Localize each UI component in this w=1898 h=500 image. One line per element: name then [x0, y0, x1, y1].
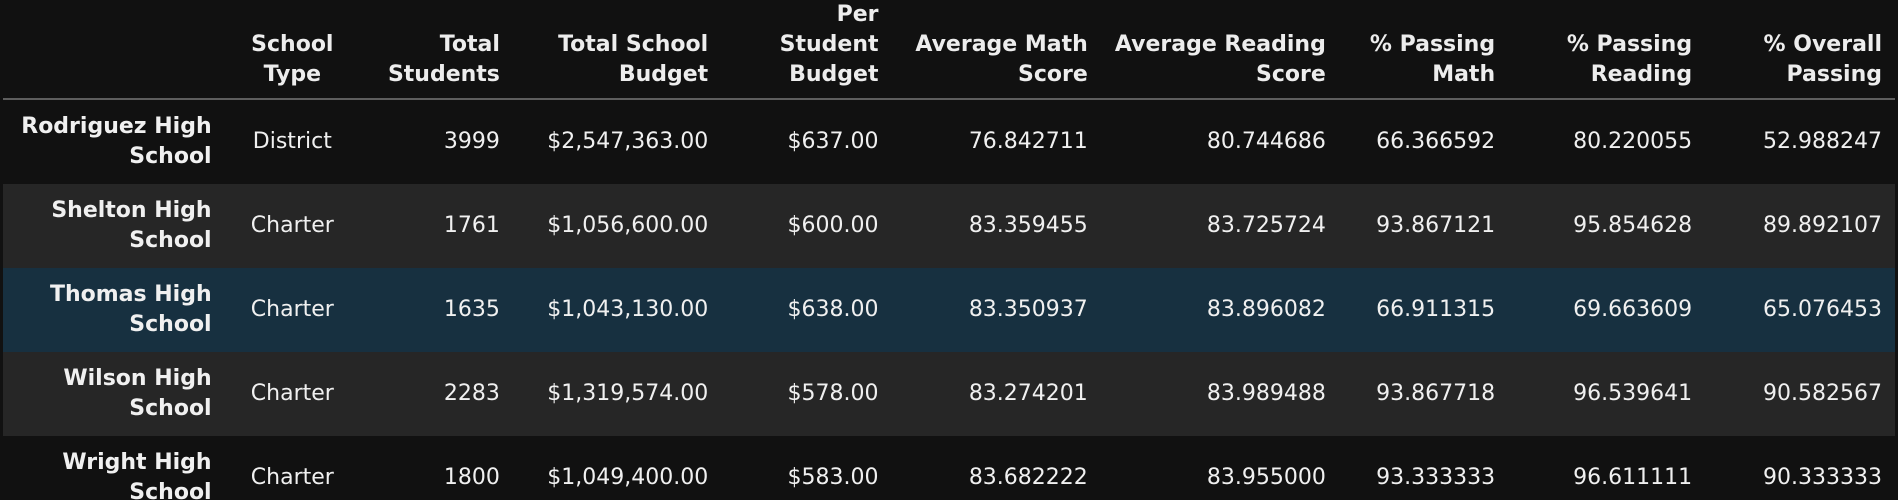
avg-reading-score-cell: 83.725724 [1206, 213, 1326, 238]
per-student-budget-cell: $637.00 [787, 129, 879, 154]
passing-reading-cell: 95.854628 [1573, 213, 1693, 238]
total-budget-cell: $1,056,600.00 [547, 213, 709, 238]
column-header-percent-passing-reading: % Passing Reading [1508, 0, 1706, 99]
index-column-header [3, 0, 225, 99]
row-index-label: Shelton High School [51, 198, 212, 253]
per-student-budget-cell: $583.00 [787, 465, 879, 490]
table-row: Shelton High School Charter 1761 $1,056,… [3, 184, 1895, 268]
school-summary-table: School Type Total Students Total School … [3, 0, 1895, 500]
per-student-budget-cell: $638.00 [787, 297, 879, 322]
column-header-average-reading-score: Average Reading Score [1100, 0, 1339, 99]
school-type-cell: Charter [250, 213, 334, 238]
table-row: Rodriguez High School District 3999 $2,5… [3, 99, 1895, 184]
avg-reading-score-cell: 83.955000 [1206, 465, 1326, 490]
column-header-average-math-score: Average Math Score [891, 0, 1101, 99]
row-index-label: Wilson High School [63, 366, 212, 421]
header-row: School Type Total Students Total School … [3, 0, 1895, 99]
overall-passing-cell: 65.076453 [1763, 297, 1882, 322]
school-type-cell: District [252, 129, 332, 154]
school-type-cell: Charter [250, 381, 334, 406]
total-students-cell: 1761 [443, 213, 500, 238]
total-budget-cell: $2,547,363.00 [547, 129, 709, 154]
avg-reading-score-cell: 83.989488 [1206, 381, 1326, 406]
passing-math-cell: 66.911315 [1376, 297, 1496, 322]
avg-math-score-cell: 76.842711 [968, 129, 1088, 154]
per-student-budget-cell: $600.00 [787, 213, 879, 238]
passing-math-cell: 66.366592 [1376, 129, 1496, 154]
table-body: Rodriguez High School District 3999 $2,5… [3, 99, 1895, 500]
column-header-school-type: School Type [224, 0, 361, 99]
school-type-cell: Charter [250, 465, 334, 490]
avg-math-score-cell: 83.350937 [968, 297, 1088, 322]
table-row-highlighted: Thomas High School Charter 1635 $1,043,1… [3, 268, 1895, 352]
total-budget-cell: $1,319,574.00 [547, 381, 709, 406]
passing-math-cell: 93.867718 [1376, 381, 1496, 406]
table-row: Wilson High School Charter 2283 $1,319,5… [3, 352, 1895, 436]
column-header-per-student-budget: Per Student Budget [721, 0, 892, 99]
row-index-label: Wright High School [62, 450, 212, 500]
total-students-cell: 3999 [443, 129, 500, 154]
column-header-percent-overall-passing: % Overall Passing [1705, 0, 1895, 99]
column-header-percent-passing-math: % Passing Math [1338, 0, 1509, 99]
passing-math-cell: 93.333333 [1376, 465, 1496, 490]
overall-passing-cell: 52.988247 [1763, 129, 1882, 154]
passing-reading-cell: 96.539641 [1573, 381, 1693, 406]
table-header: School Type Total Students Total School … [3, 0, 1895, 99]
school-type-cell: Charter [250, 297, 334, 322]
table-row: Wright High School Charter 1800 $1,049,4… [3, 436, 1895, 500]
total-students-cell: 2283 [443, 381, 500, 406]
column-header-total-school-budget: Total School Budget [512, 0, 722, 99]
row-index-label: Thomas High School [49, 282, 212, 337]
total-budget-cell: $1,049,400.00 [547, 465, 709, 490]
overall-passing-cell: 90.582567 [1763, 381, 1882, 406]
avg-reading-score-cell: 80.744686 [1206, 129, 1326, 154]
avg-math-score-cell: 83.682222 [968, 465, 1088, 490]
passing-reading-cell: 69.663609 [1573, 297, 1693, 322]
passing-reading-cell: 80.220055 [1573, 129, 1693, 154]
avg-math-score-cell: 83.274201 [968, 381, 1088, 406]
total-students-cell: 1800 [443, 465, 500, 490]
passing-math-cell: 93.867121 [1376, 213, 1496, 238]
avg-reading-score-cell: 83.896082 [1206, 297, 1326, 322]
total-students-cell: 1635 [443, 297, 500, 322]
overall-passing-cell: 89.892107 [1763, 213, 1882, 238]
passing-reading-cell: 96.611111 [1573, 465, 1693, 490]
overall-passing-cell: 90.333333 [1763, 465, 1882, 490]
row-index-label: Rodriguez High School [21, 114, 212, 169]
per-student-budget-cell: $578.00 [787, 381, 879, 406]
avg-math-score-cell: 83.359455 [968, 213, 1088, 238]
column-header-total-students: Total Students [360, 0, 513, 99]
total-budget-cell: $1,043,130.00 [547, 297, 709, 322]
